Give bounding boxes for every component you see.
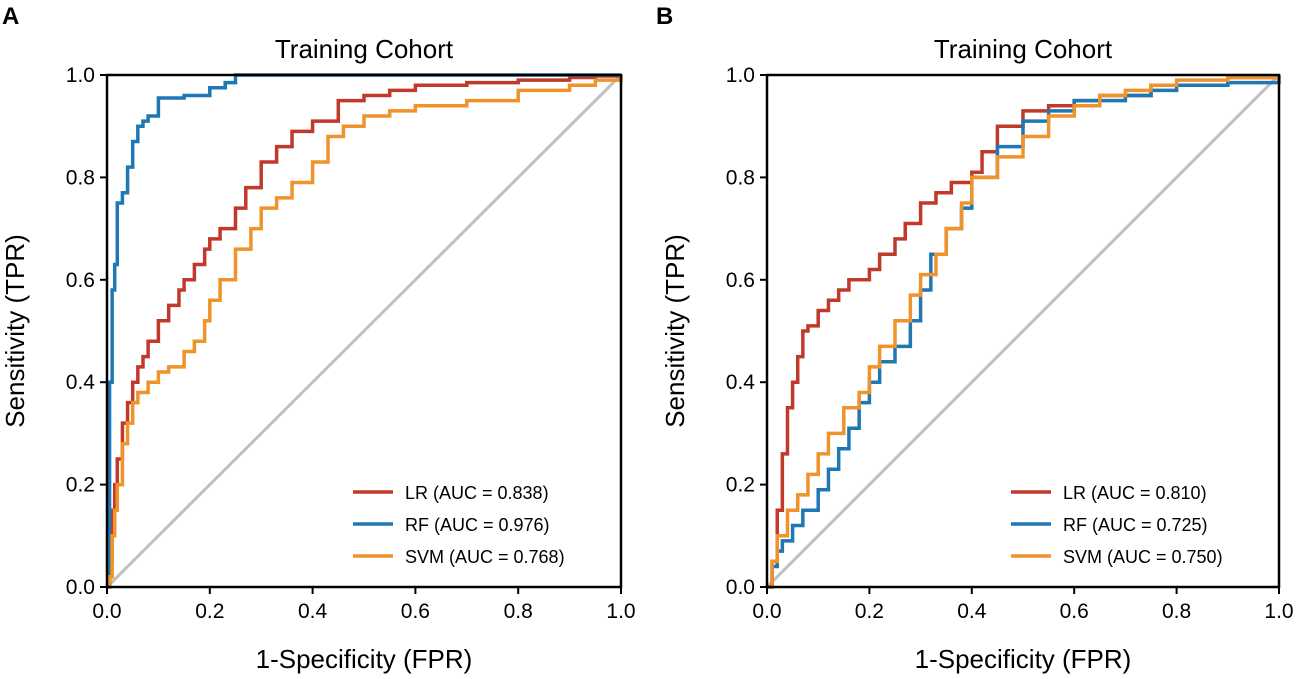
- legend-entry-lr: LR (AUC = 0.810): [1063, 483, 1207, 503]
- legend-entry-svm: SVM (AUC = 0.750): [1063, 547, 1223, 567]
- chart-title: Training Cohort: [275, 34, 454, 64]
- x-tick-label: 0.6: [401, 600, 430, 623]
- plot-frame: [105, 73, 623, 589]
- x-axis-label: 1-Specificity (FPR): [915, 644, 1132, 674]
- panel-letter: A: [2, 3, 19, 30]
- y-tick-label: 0.6: [726, 269, 755, 292]
- legend-entry-lr: LR (AUC = 0.838): [405, 483, 549, 503]
- legend-entry-rf: RF (AUC = 0.976): [405, 515, 550, 535]
- y-tick-label: 0.2: [726, 474, 755, 497]
- y-tick-label: 0.0: [726, 576, 755, 599]
- x-tick-label: 0.6: [1060, 600, 1089, 623]
- roc-curve-lr: [767, 75, 1281, 589]
- x-tick-label: 0.2: [195, 600, 224, 623]
- x-tick-label: 0.0: [752, 600, 781, 623]
- x-tick-label: 0.8: [1162, 600, 1191, 623]
- roc-curve-rf: [107, 73, 621, 589]
- diagonal-reference-line: [765, 73, 1281, 589]
- chart-title: Training Cohort: [934, 34, 1113, 64]
- x-axis-label: 1-Specificity (FPR): [256, 644, 473, 674]
- roc-curve-svm: [767, 75, 1281, 589]
- y-tick-label: 0.6: [66, 269, 95, 292]
- x-tick-label: 0.8: [504, 600, 533, 623]
- chart-panel-b: B Training Cohort 0.0 0.2 0.4 0.6 0.8 1.0 0.0 0.2…: [656, 3, 1294, 674]
- y-tick-label: 1.0: [726, 64, 755, 87]
- y-tick-label: 0.2: [66, 474, 95, 497]
- y-tick-label: 0.0: [66, 576, 95, 599]
- y-axis-label: Sensitivity (TPR): [660, 234, 690, 428]
- y-tick-label: 0.8: [726, 166, 755, 189]
- y-tick-label: 1.0: [66, 64, 95, 87]
- panel-letter: B: [656, 3, 673, 30]
- x-tick-label: 0.4: [298, 600, 328, 623]
- legend-entry-rf: RF (AUC = 0.725): [1063, 515, 1208, 535]
- y-tick-label: 0.8: [66, 166, 95, 189]
- x-tick-label: 1.0: [606, 600, 635, 623]
- diagonal-reference-line: [105, 73, 623, 589]
- plot-frame: [765, 73, 1281, 589]
- y-tick-label: 0.4: [66, 371, 96, 394]
- x-tick-label: 0.0: [92, 600, 121, 623]
- legend-entry-svm: SVM (AUC = 0.768): [405, 547, 565, 567]
- roc-curve-svm: [107, 75, 623, 589]
- x-tick-label: 0.2: [855, 600, 884, 623]
- y-tick-label: 0.4: [726, 371, 756, 394]
- x-tick-label: 0.4: [957, 600, 987, 623]
- y-axis-label: Sensitivity (TPR): [0, 234, 30, 428]
- x-tick-label: 1.0: [1264, 600, 1293, 623]
- chart-panel-a: A Training Cohort 0.0 0.2 0.4 0.6 0.8 1.0 0.0 0.2…: [0, 3, 636, 674]
